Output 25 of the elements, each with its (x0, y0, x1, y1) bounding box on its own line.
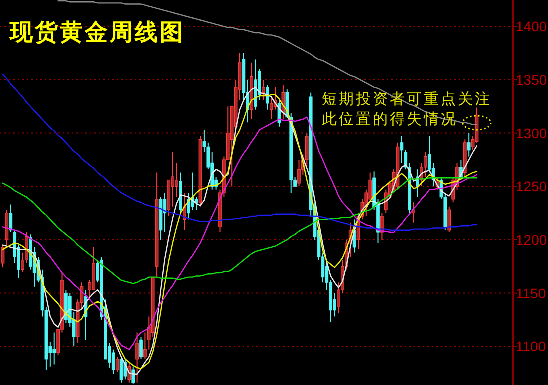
candlestick (136, 332, 139, 384)
candlestick (262, 79, 266, 101)
y-tick-label: 1250 (516, 178, 548, 195)
candlestick (448, 206, 452, 233)
candlestick (175, 162, 178, 198)
candlestick (467, 132, 471, 158)
candlestick (116, 356, 120, 373)
candlestick (52, 332, 56, 366)
candlestick (140, 336, 143, 360)
y-tick-label: 1400 (516, 18, 548, 35)
y-tick-label: 1150 (516, 285, 546, 302)
y-tick-label: 1300 (516, 125, 548, 142)
candlestick (132, 366, 136, 384)
candlestick (171, 152, 175, 208)
y-tick-label: 1200 (516, 232, 548, 248)
candlestick (400, 136, 404, 164)
candlestick (163, 192, 167, 233)
candlestick (194, 196, 198, 211)
candlestick (305, 132, 309, 168)
candlestick (266, 84, 270, 110)
y-tick-label: 1100 (516, 338, 546, 355)
y-tick-label: 1350 (516, 72, 548, 88)
candlestick (112, 349, 116, 375)
candlestick (424, 152, 428, 178)
text: 现货黄金周线图 (9, 19, 185, 46)
